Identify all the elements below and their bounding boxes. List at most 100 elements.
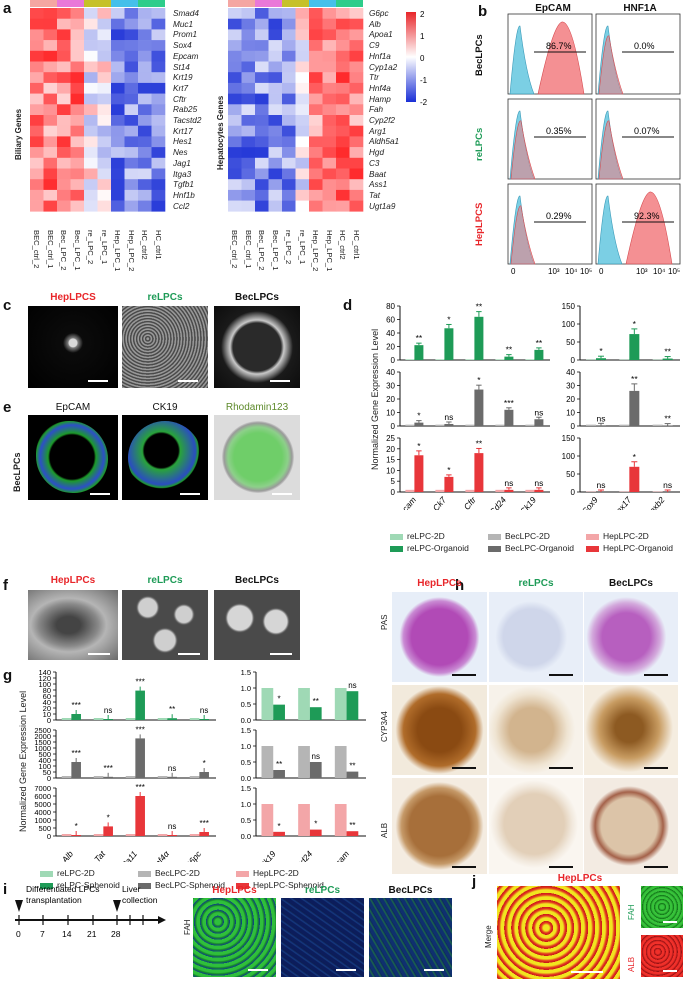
heatmap-cell	[97, 136, 112, 148]
heatmap-cell	[255, 200, 269, 212]
heatmap-cell	[228, 93, 242, 105]
timeline-label-start-2: transplantation	[26, 895, 82, 905]
y-tick-label: 0	[47, 716, 51, 725]
e-image-rhodamine	[214, 415, 300, 500]
bar-2d	[435, 489, 445, 492]
flow-x-tick: 10⁵	[580, 267, 592, 275]
heatmap-cell	[268, 157, 283, 169]
gene-label: Ugt1a9	[369, 201, 396, 211]
bar-2d	[125, 776, 136, 778]
heatmap-cell	[151, 179, 166, 191]
heatmap-cell	[336, 61, 350, 73]
heatmap-cell	[97, 93, 112, 105]
heatmap-cell	[43, 115, 58, 126]
heatmap-cell	[43, 125, 58, 137]
heatmap-cell	[228, 157, 242, 169]
y-tick-label: 0	[571, 422, 576, 431]
chart-d: 020406080*********050100150****010203040…	[386, 302, 680, 510]
heatmap-cell	[70, 157, 85, 169]
sample-label: re_LPC_1	[297, 230, 307, 265]
y-tick-label: 40	[43, 698, 51, 707]
bar-2d	[334, 746, 347, 778]
heatmap-cell	[295, 189, 310, 201]
flow-plot-frame	[595, 98, 681, 180]
heatmap-cell	[349, 40, 364, 52]
gene-label: Tat	[369, 190, 381, 200]
legend-label: BecLPC-2D	[505, 531, 550, 541]
heatmap-cell	[57, 104, 71, 116]
heatmap-group-bar	[282, 0, 309, 7]
panel-label-h: h	[455, 577, 465, 594]
y-tick-label: 5000	[34, 800, 51, 809]
heatmap-cell	[70, 189, 85, 201]
bar-sphenoid	[199, 719, 209, 720]
f-image-hep	[28, 590, 118, 660]
heatmap-cell	[282, 200, 296, 212]
gene-label: G6pc	[369, 9, 389, 18]
heatmap-cell	[241, 72, 256, 84]
heatmap-cell	[138, 72, 152, 84]
y-tick-label: 10	[386, 466, 395, 475]
heatmap-cell	[295, 115, 310, 126]
scale-bar	[663, 970, 677, 972]
heatmap-cell	[97, 72, 112, 84]
bar-sphenoid	[167, 835, 177, 836]
heatmap-cell	[336, 136, 350, 148]
y-tick-label: 0.5	[241, 816, 251, 825]
gene-label: Epcam	[173, 51, 199, 61]
significance-label: **	[349, 762, 355, 771]
heatmap-cell	[111, 8, 125, 19]
significance-label: ns	[597, 480, 606, 490]
bar-2d	[93, 834, 104, 836]
heatmap-cell	[30, 157, 44, 169]
y-tick-label: 0.0	[241, 774, 251, 783]
heatmap-cell	[322, 8, 337, 19]
heatmap-cell	[349, 136, 364, 148]
control-histogram	[597, 195, 623, 265]
flow-x-tick: 10³	[636, 267, 648, 275]
heatmap-cell	[84, 8, 98, 19]
heatmap-cell	[322, 157, 337, 169]
bar-2d	[619, 424, 630, 426]
category-label: Hnf4α	[149, 848, 172, 862]
heatmap-cell	[336, 168, 350, 180]
heatmap-cell	[70, 18, 85, 30]
heatmap-cell	[124, 29, 139, 41]
heatmap-cell	[43, 104, 58, 116]
heatmap-cell	[43, 189, 58, 201]
bar-sphenoid	[273, 770, 285, 778]
heatmap-cell	[138, 147, 152, 159]
significance-label: ns	[168, 764, 176, 773]
sample-label: Bec_LPC_2	[59, 230, 68, 271]
heatmap-cell	[151, 104, 166, 116]
legend-item: BecLPC-2D	[488, 531, 550, 541]
bar-organoid	[534, 489, 544, 492]
heatmap-cell	[124, 147, 139, 159]
heatmap-cell	[282, 104, 296, 116]
bar-2d	[334, 804, 347, 836]
bar-sphenoid	[135, 690, 145, 720]
heatmap-cell	[151, 189, 166, 201]
category-label: Cyp3a11	[110, 849, 139, 862]
sample-label: Bec_LPC_2	[257, 230, 266, 271]
heatmap-cell	[30, 115, 44, 126]
significance-label: **	[349, 821, 355, 830]
h-cyp-bec	[584, 685, 678, 775]
sample-label: HC_ctrl2	[338, 230, 347, 260]
significance-label: ns	[348, 681, 356, 690]
heatmap-cell	[295, 18, 310, 30]
panel-label-j: j	[472, 873, 477, 890]
y-tick-label: 1000	[34, 816, 51, 825]
j-merge-label: Merge	[484, 925, 493, 948]
j-fah-label: FAH	[627, 904, 636, 920]
heatmap-cell	[241, 147, 256, 159]
heatmap-cell	[70, 104, 85, 116]
bar-2d	[298, 804, 310, 836]
sample-label: HC_ctrl2	[140, 230, 149, 260]
timeline-tick: 28	[111, 929, 121, 939]
heatmap-cell	[295, 168, 310, 180]
significance-label: *	[278, 695, 281, 704]
heatmap-cell	[84, 125, 98, 137]
heatmap-cell	[322, 104, 337, 116]
heatmap-cell	[349, 104, 364, 116]
